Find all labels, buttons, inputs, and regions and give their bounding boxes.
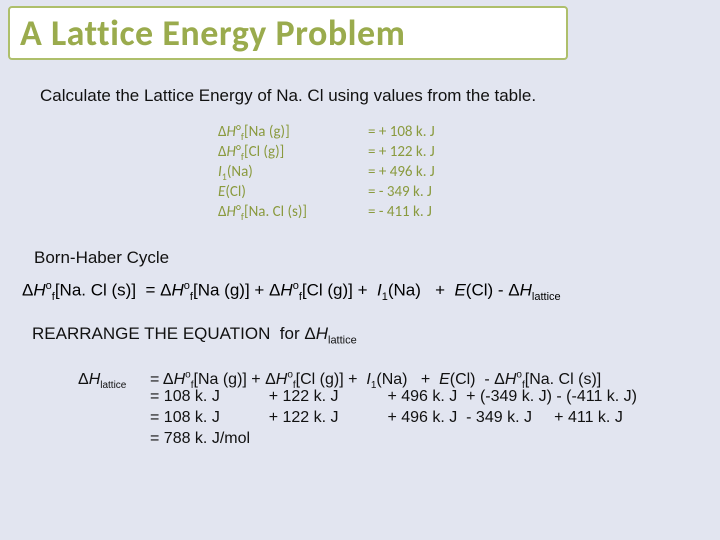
table-value: = + 122 k. J	[368, 142, 488, 162]
table-label: I1(Na)	[218, 162, 368, 182]
table-values-col: = + 108 k. J = + 122 k. J = + 496 k. J =…	[368, 122, 488, 222]
calculation-block: ΔHlattice= ΔHof[Na (g)] + ΔHof[Cl (g)] +…	[78, 365, 637, 449]
calc-line-4: = 788 k. J/mol	[78, 428, 637, 449]
calc-rhs: = 788 k. J/mol	[150, 430, 250, 447]
table-value: = - 411 k. J	[368, 202, 488, 222]
table-label: ΔH°f[Na. Cl (s)]	[218, 202, 368, 222]
calc-line-1: ΔHlattice= ΔHof[Na (g)] + ΔHof[Cl (g)] +…	[78, 365, 637, 386]
table-label: ΔH°f[Na (g)]	[218, 122, 368, 142]
calc-line-3: = 108 k. J + 122 k. J + 496 k. J - 349 k…	[78, 407, 637, 428]
title-box: A Lattice Energy Problem	[8, 6, 568, 60]
calc-rhs: = 108 k. J + 122 k. J + 496 k. J - 349 k…	[150, 409, 623, 426]
rearrange-instruction: REARRANGE THE EQUATION for ΔHlattice	[32, 324, 357, 346]
table-label: E(Cl)	[218, 182, 368, 202]
born-haber-equation: ΔHof[Na. Cl (s)] = ΔHof[Na (g)] + ΔHof[C…	[22, 280, 561, 303]
table-value: = + 496 k. J	[368, 162, 488, 182]
calc-rhs: = 108 k. J + 122 k. J + 496 k. J + (-349…	[150, 388, 637, 405]
page-title: A Lattice Energy Problem	[20, 11, 405, 55]
table-labels-col: ΔH°f[Na (g)] ΔH°f[Cl (g)] I1(Na) E(Cl) Δ…	[218, 122, 368, 222]
values-table: ΔH°f[Na (g)] ΔH°f[Cl (g)] I1(Na) E(Cl) Δ…	[218, 122, 488, 222]
table-value: = - 349 k. J	[368, 182, 488, 202]
calc-line-2: = 108 k. J + 122 k. J + 496 k. J + (-349…	[78, 386, 637, 407]
problem-prompt: Calculate the Lattice Energy of Na. Cl u…	[40, 86, 536, 106]
table-value: = + 108 k. J	[368, 122, 488, 142]
born-haber-label: Born-Haber Cycle	[34, 248, 169, 268]
table-label: ΔH°f[Cl (g)]	[218, 142, 368, 162]
